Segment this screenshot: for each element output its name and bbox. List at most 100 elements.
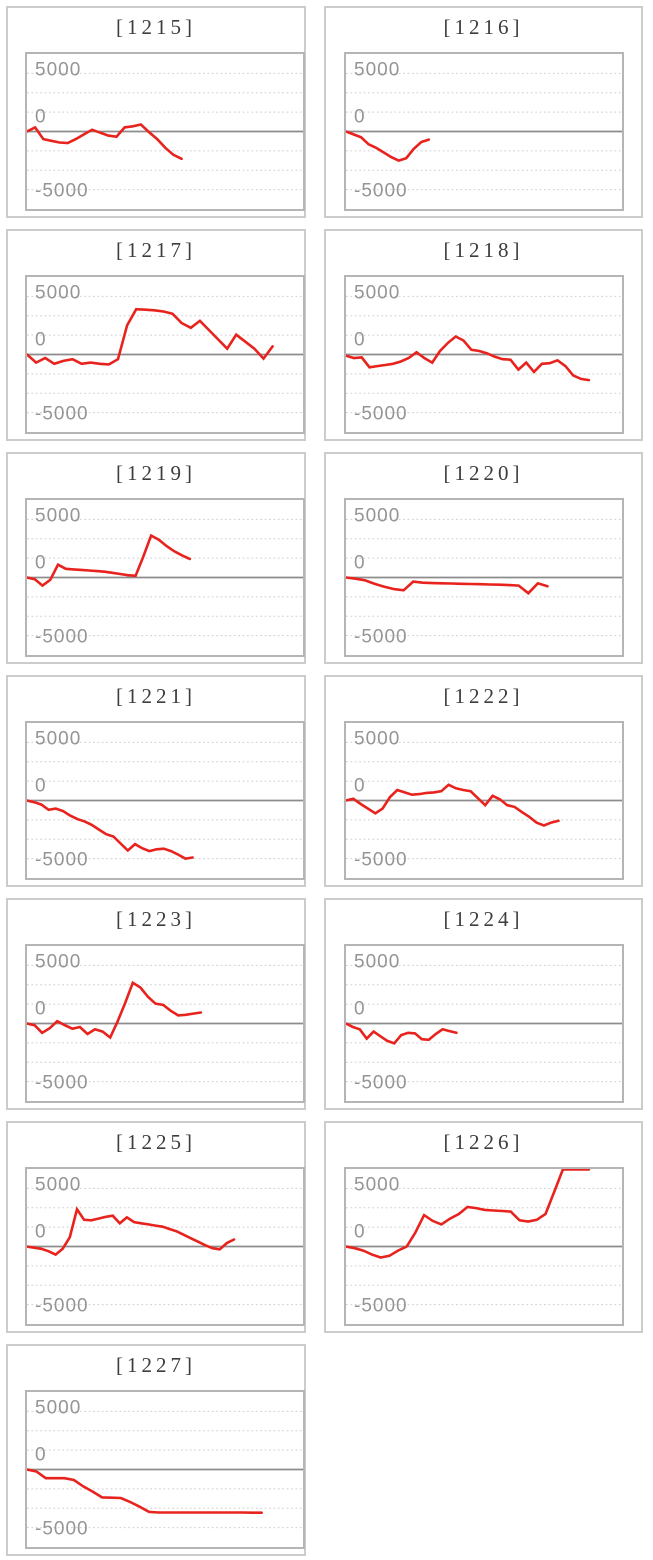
chart-panel: [1219] 5000 0 -5000 bbox=[6, 452, 306, 664]
chart-canvas bbox=[346, 964, 622, 1083]
y-tick-label: -5000 bbox=[354, 626, 408, 648]
chart-title: [1227] bbox=[116, 1353, 196, 1377]
series-line bbox=[27, 123, 183, 161]
chart-panel: [1227] 5000 0 -5000 bbox=[6, 1344, 306, 1556]
plot-area: 5000 0 -5000 bbox=[344, 52, 624, 211]
series-line bbox=[27, 980, 203, 1040]
chart-canvas bbox=[27, 1410, 303, 1529]
plot-area: 5000 0 -5000 bbox=[25, 275, 305, 434]
chart-panel: [1222] 5000 0 -5000 bbox=[324, 675, 643, 887]
chart-canvas bbox=[27, 741, 303, 860]
chart-panel: [1216] 5000 0 -5000 bbox=[324, 6, 643, 218]
y-tick-label: 0 bbox=[35, 1221, 47, 1243]
plot-area: 5000 0 -5000 bbox=[25, 498, 305, 657]
y-tick-label: 0 bbox=[354, 106, 366, 128]
chart-title: [1224] bbox=[443, 907, 524, 931]
y-tick-label: -5000 bbox=[35, 1295, 89, 1317]
chart-panel: [1221] 5000 0 -5000 bbox=[6, 675, 306, 887]
y-tick-label: -5000 bbox=[354, 849, 408, 871]
chart-title: [1219] bbox=[116, 461, 196, 485]
y-tick-label: -5000 bbox=[35, 1072, 89, 1094]
series-line bbox=[346, 783, 560, 827]
y-tick-label: 0 bbox=[35, 775, 47, 797]
chart-canvas bbox=[27, 518, 303, 637]
y-tick-label: 5000 bbox=[35, 282, 82, 304]
y-tick-label: 5000 bbox=[354, 1174, 401, 1196]
series-line bbox=[346, 576, 549, 595]
chart-panel: [1218] 5000 0 -5000 bbox=[324, 229, 643, 441]
plot-area: 5000 0 -5000 bbox=[25, 1167, 305, 1326]
chart-canvas bbox=[27, 1187, 303, 1306]
chart-title: [1226] bbox=[443, 1130, 524, 1154]
y-tick-label: 0 bbox=[354, 552, 366, 574]
chart-panel: [1217] 5000 0 -5000 bbox=[6, 229, 306, 441]
chart-canvas bbox=[27, 295, 303, 414]
series-line bbox=[346, 1169, 591, 1259]
y-tick-label: 0 bbox=[354, 1221, 366, 1243]
series-line bbox=[27, 307, 274, 366]
y-tick-label: -5000 bbox=[35, 849, 89, 871]
plot-area: 5000 0 -5000 bbox=[25, 52, 305, 211]
y-tick-label: 5000 bbox=[354, 728, 401, 750]
chart-title: [1216] bbox=[443, 15, 524, 39]
y-tick-label: 5000 bbox=[354, 951, 401, 973]
y-tick-label: -5000 bbox=[35, 1518, 89, 1540]
y-tick-label: 0 bbox=[35, 329, 47, 351]
plot-area: 5000 0 -5000 bbox=[344, 721, 624, 880]
chart-panel: [1215] 5000 0 -5000 bbox=[6, 6, 306, 218]
chart-canvas bbox=[346, 295, 622, 414]
y-tick-label: -5000 bbox=[354, 1295, 408, 1317]
chart-panel: [1224] 5000 0 -5000 bbox=[324, 898, 643, 1110]
plot-area: 5000 0 -5000 bbox=[25, 721, 305, 880]
y-tick-label: -5000 bbox=[354, 1072, 408, 1094]
y-tick-label: -5000 bbox=[354, 403, 408, 425]
chart-title: [1215] bbox=[116, 15, 196, 39]
chart-title: [1222] bbox=[443, 684, 524, 708]
y-tick-label: 5000 bbox=[354, 282, 401, 304]
y-tick-label: -5000 bbox=[35, 180, 89, 202]
y-tick-label: 0 bbox=[354, 329, 366, 351]
series-line bbox=[27, 1468, 263, 1514]
y-tick-label: 0 bbox=[354, 775, 366, 797]
chart-title: [1225] bbox=[116, 1130, 196, 1154]
plot-area: 5000 0 -5000 bbox=[344, 1167, 624, 1326]
chart-panel: [1220] 5000 0 -5000 bbox=[324, 452, 643, 664]
chart-canvas bbox=[346, 72, 622, 191]
series-line bbox=[346, 1022, 458, 1045]
y-tick-label: 5000 bbox=[35, 59, 82, 81]
y-tick-label: 5000 bbox=[35, 1397, 82, 1419]
y-tick-label: 5000 bbox=[35, 728, 82, 750]
y-tick-label: -5000 bbox=[354, 180, 408, 202]
y-tick-label: 0 bbox=[35, 998, 47, 1020]
plot-area: 5000 0 -5000 bbox=[25, 1390, 305, 1549]
y-tick-label: 5000 bbox=[35, 505, 82, 527]
chart-title: [1220] bbox=[443, 461, 524, 485]
y-tick-label: 5000 bbox=[35, 1174, 82, 1196]
series-line bbox=[346, 334, 591, 382]
chart-canvas bbox=[27, 964, 303, 1083]
plot-area: 5000 0 -5000 bbox=[344, 944, 624, 1103]
plot-area: 5000 0 -5000 bbox=[25, 944, 305, 1103]
chart-title: [1218] bbox=[443, 238, 524, 262]
y-tick-label: 5000 bbox=[35, 951, 82, 973]
y-tick-label: 0 bbox=[35, 106, 47, 128]
y-tick-label: 0 bbox=[354, 998, 366, 1020]
chart-panel: [1225] 5000 0 -5000 bbox=[6, 1121, 306, 1333]
y-tick-label: 0 bbox=[35, 552, 47, 574]
series-line bbox=[27, 799, 194, 860]
plot-area: 5000 0 -5000 bbox=[344, 498, 624, 657]
y-tick-label: -5000 bbox=[35, 626, 89, 648]
series-line bbox=[346, 130, 431, 162]
chart-canvas bbox=[27, 72, 303, 191]
y-tick-label: 5000 bbox=[354, 505, 401, 527]
chart-canvas bbox=[346, 741, 622, 860]
series-line bbox=[27, 1206, 236, 1257]
chart-title: [1217] bbox=[116, 238, 196, 262]
chart-canvas bbox=[346, 1169, 622, 1306]
y-tick-label: 0 bbox=[35, 1444, 47, 1466]
series-line bbox=[27, 533, 192, 588]
chart-panel: [1223] 5000 0 -5000 bbox=[6, 898, 306, 1110]
y-tick-label: 5000 bbox=[354, 59, 401, 81]
y-tick-label: -5000 bbox=[35, 403, 89, 425]
